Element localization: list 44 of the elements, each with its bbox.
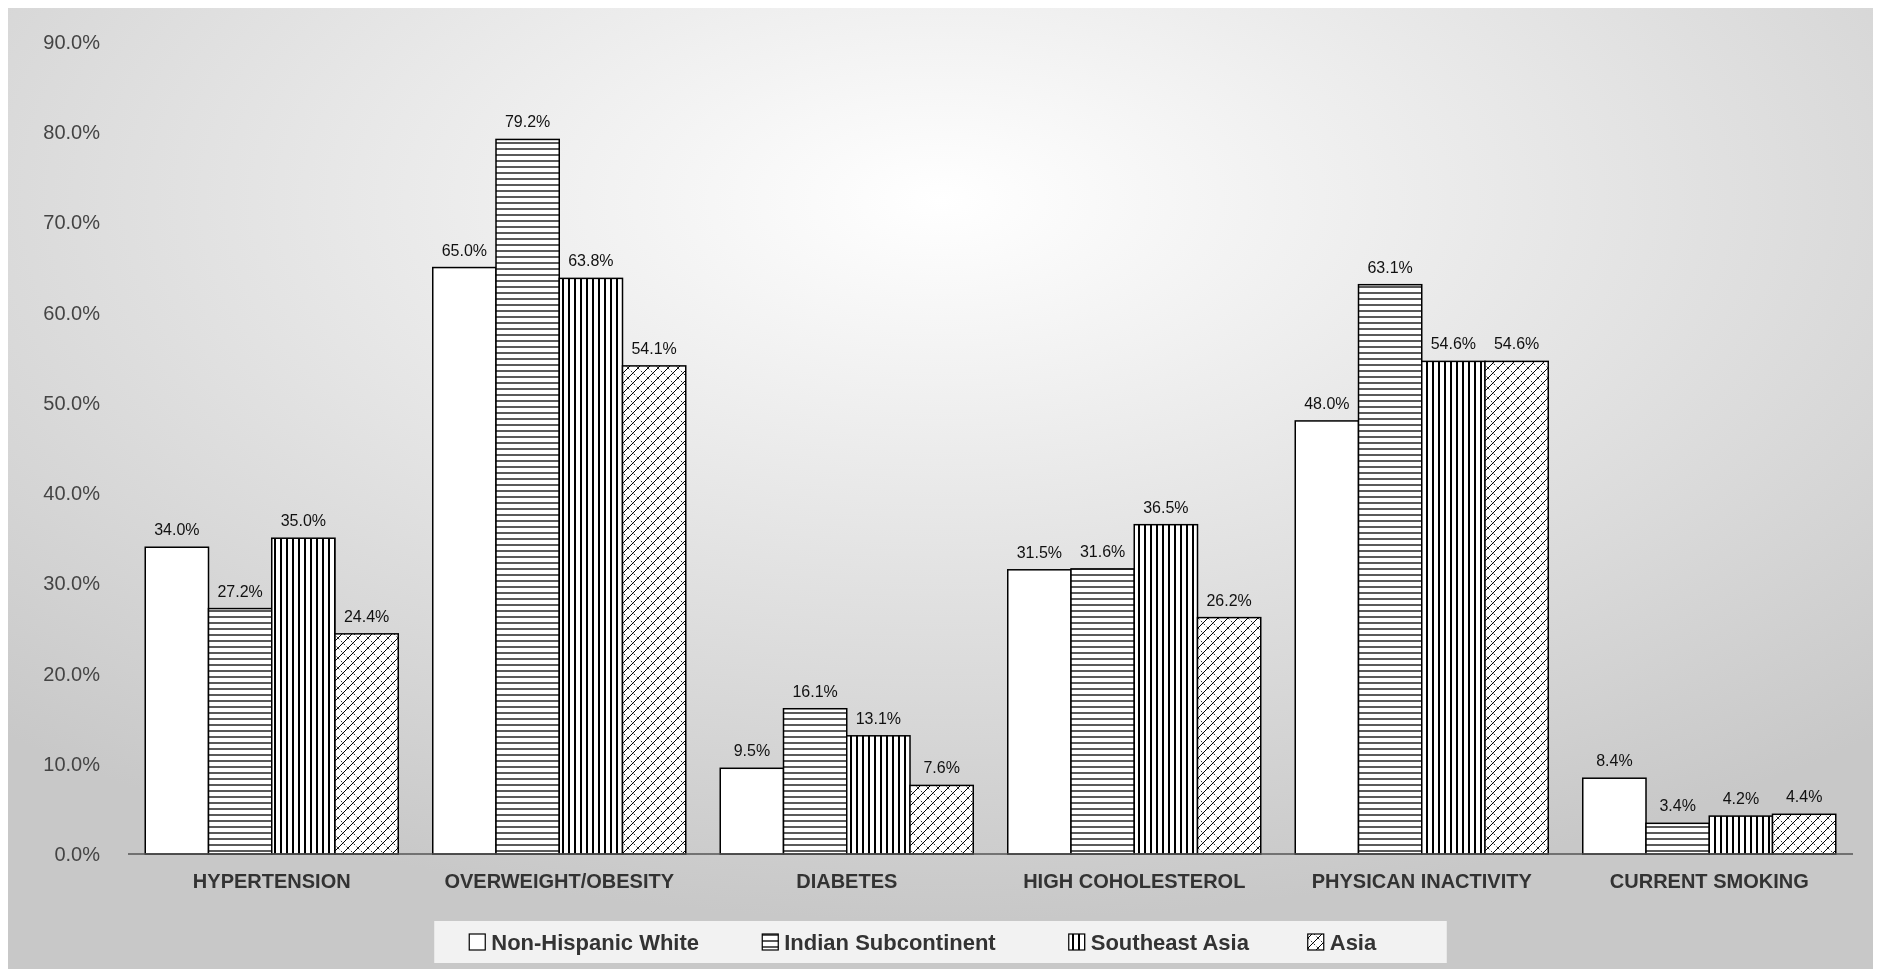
data-label: 48.0% xyxy=(1304,394,1350,412)
data-label: 4.4% xyxy=(1785,788,1823,806)
data-label: 3.4% xyxy=(1659,797,1696,815)
data-label: 13.1% xyxy=(855,709,902,727)
data-label: 26.2% xyxy=(1206,591,1252,609)
data-label: 54.6% xyxy=(1430,335,1477,353)
data-label: 36.5% xyxy=(1143,498,1189,516)
x-tick-label: HIGH COHOLESTEROL xyxy=(1023,870,1246,892)
x-tick-label: CURRENT SMOKING xyxy=(1609,870,1809,892)
x-tick-label: OVERWEIGHT/OBESITY xyxy=(444,870,675,892)
data-label: 63.8% xyxy=(568,252,614,270)
data-label: 35.0% xyxy=(280,512,327,530)
y-tick-label: 50.0% xyxy=(43,391,101,414)
data-label: 79.2% xyxy=(504,113,551,131)
y-tick-label: 90.0% xyxy=(43,31,101,53)
y-tick-label: 10.0% xyxy=(43,752,101,775)
y-tick-label: 20.0% xyxy=(43,662,101,685)
data-label: 24.4% xyxy=(343,607,390,625)
legend-label: Non-Hispanic White xyxy=(491,929,700,955)
y-tick-label: 0.0% xyxy=(54,843,101,865)
y-tick-label: 30.0% xyxy=(43,572,101,595)
x-tick-label: PHYSICAN INACTIVITY xyxy=(1311,870,1533,892)
legend-label: Asia xyxy=(1329,929,1377,955)
legend-label: Southeast Asia xyxy=(1090,929,1250,955)
data-label: 54.6% xyxy=(1493,335,1540,353)
y-tick-label: 40.0% xyxy=(43,482,101,505)
data-label: 63.1% xyxy=(1367,258,1413,276)
x-tick-label: DIABETES xyxy=(796,870,898,892)
data-label: 34.0% xyxy=(154,521,200,539)
data-label: 31.6% xyxy=(1079,542,1126,560)
data-label: 7.6% xyxy=(923,759,960,777)
y-tick-label: 60.0% xyxy=(43,301,101,324)
y-tick-label: 70.0% xyxy=(43,211,101,234)
data-label: 8.4% xyxy=(1596,752,1633,770)
data-label: 31.5% xyxy=(1016,543,1063,561)
legend-label: Indian Subcontinent xyxy=(784,929,997,955)
data-label: 4.2% xyxy=(1722,790,1760,808)
x-tick-label: HYPERTENSION xyxy=(192,870,351,892)
data-label: 9.5% xyxy=(733,742,771,760)
data-label: 27.2% xyxy=(217,582,263,600)
data-label: 16.1% xyxy=(792,682,838,700)
data-label: 54.1% xyxy=(631,339,677,357)
data-label: 65.0% xyxy=(441,241,488,259)
y-tick-label: 80.0% xyxy=(43,121,101,144)
